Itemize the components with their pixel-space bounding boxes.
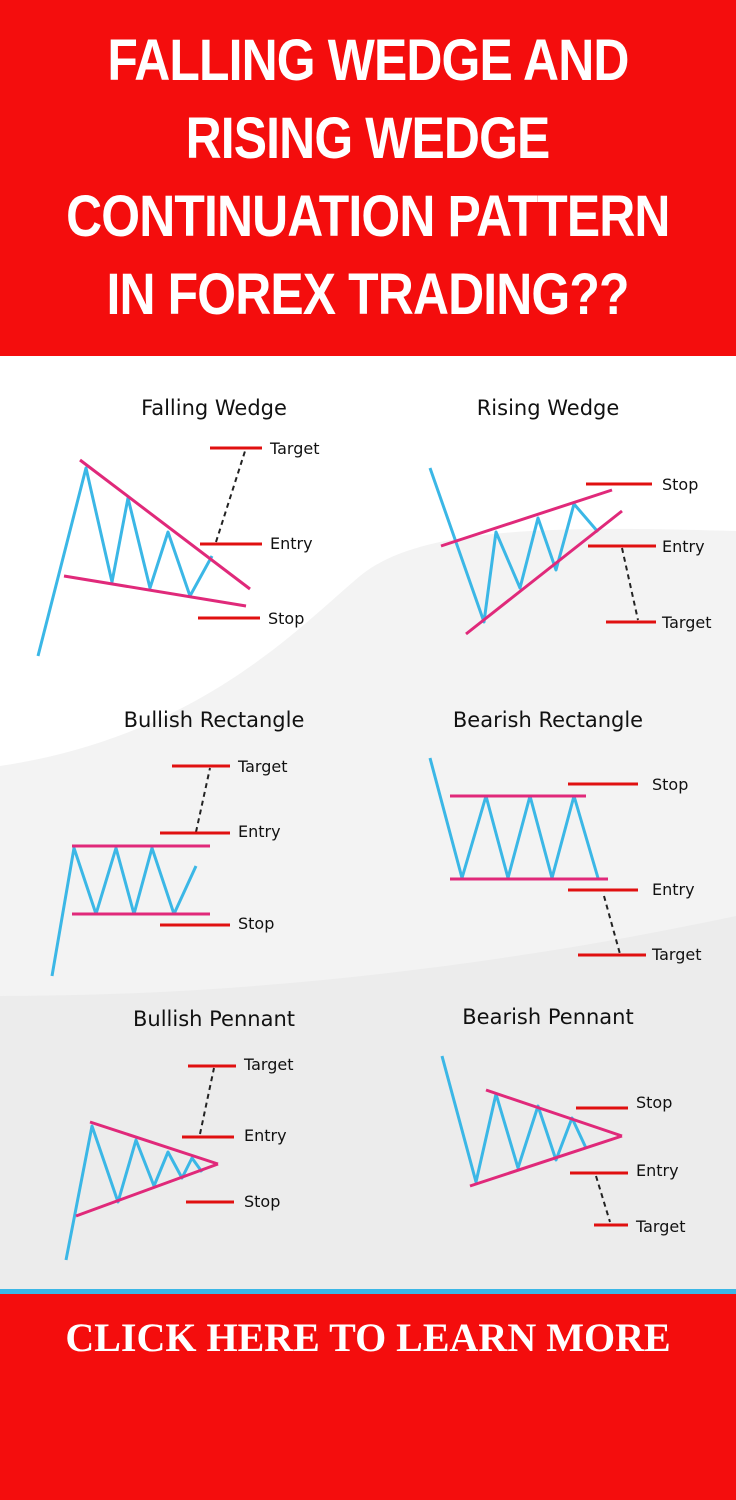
falling-wedge-title: Falling Wedge — [141, 396, 287, 420]
learn-more-button[interactable]: CLICK HERE TO LEARN MORE — [65, 1315, 671, 1360]
bullish-pennant-target-label: Target — [243, 1055, 294, 1074]
bearish-pennant-entry-label: Entry — [636, 1161, 679, 1180]
bearish-rectangle-target-label: Target — [651, 945, 702, 964]
section-divider — [0, 1289, 736, 1294]
background-swoosh-lower — [0, 916, 736, 1291]
bearish-pennant-projection-line — [595, 1175, 611, 1223]
falling-wedge-diagram: Falling Wedge Target Entry Stop — [36, 396, 320, 657]
cta-banner[interactable]: CLICK HERE TO LEARN MORE — [0, 1294, 736, 1500]
patterns-svg: Falling Wedge Target Entry Stop Rising W… — [0, 396, 736, 1291]
rising-wedge-lower-trendline — [465, 509, 623, 636]
falling-wedge-lower-trendline — [63, 574, 247, 608]
bearish-rectangle-price-line — [428, 757, 600, 880]
bullish-rectangle-stop-label: Stop — [238, 914, 274, 933]
falling-wedge-projection-line — [215, 447, 247, 543]
bullish-rectangle-target-label: Target — [237, 757, 288, 776]
rising-wedge-title: Rising Wedge — [477, 396, 620, 420]
bearish-pennant-price-line — [440, 1055, 588, 1184]
bullish-rectangle-diagram: Bullish Rectangle Target Entry Stop — [50, 708, 305, 977]
bearish-rectangle-diagram: Bearish Rectangle Stop Entry Target — [428, 708, 702, 964]
bullish-pennant-entry-label: Entry — [244, 1126, 287, 1145]
rising-wedge-projection-line — [621, 547, 639, 621]
bearish-rectangle-entry-label: Entry — [652, 880, 695, 899]
bullish-pennant-lower-trendline — [75, 1162, 219, 1218]
rising-wedge-stop-label: Stop — [662, 475, 698, 494]
headline-line-3: CONTINUATION PATTERN — [66, 184, 670, 249]
falling-wedge-price-line — [36, 466, 214, 657]
bearish-pennant-target-label: Target — [635, 1217, 686, 1236]
bearish-pennant-stop-label: Stop — [636, 1093, 672, 1112]
bearish-pennant-upper-trendline — [485, 1088, 623, 1138]
headline-line-2: RISING WEDGE — [186, 106, 551, 171]
falling-wedge-entry-label: Entry — [270, 534, 313, 553]
bullish-pennant-title: Bullish Pennant — [133, 1007, 295, 1031]
bullish-pennant-projection-line — [199, 1067, 215, 1135]
bearish-pennant-title: Bearish Pennant — [462, 1005, 633, 1029]
rising-wedge-price-line — [428, 467, 600, 624]
bearish-rectangle-stop-label: Stop — [652, 775, 688, 794]
rising-wedge-diagram: Rising Wedge Stop Entry Target — [428, 396, 712, 636]
bullish-rectangle-projection-line — [195, 767, 211, 833]
bullish-pennant-upper-trendline — [89, 1120, 219, 1166]
bullish-rectangle-title: Bullish Rectangle — [124, 708, 305, 732]
bearish-pennant-diagram: Bearish Pennant Stop Entry Target — [440, 1005, 686, 1236]
patterns-diagram: Falling Wedge Target Entry Stop Rising W… — [0, 356, 736, 1291]
rising-wedge-upper-trendline — [440, 488, 613, 548]
bullish-rectangle-entry-label: Entry — [238, 822, 281, 841]
falling-wedge-target-label: Target — [269, 439, 320, 458]
headline-line-4: IN FOREX TRADING?? — [106, 262, 630, 327]
bullish-rectangle-price-line — [50, 846, 198, 977]
bullish-pennant-stop-label: Stop — [244, 1192, 280, 1211]
falling-wedge-upper-trendline — [79, 458, 251, 591]
bullish-pennant-diagram: Bullish Pennant Target Entry Stop — [64, 1007, 295, 1261]
bearish-rectangle-title: Bearish Rectangle — [453, 708, 643, 732]
headline-line-1: FALLING WEDGE AND — [107, 28, 629, 93]
rising-wedge-target-label: Target — [661, 613, 712, 632]
falling-wedge-stop-label: Stop — [268, 609, 304, 628]
bearish-rectangle-projection-line — [603, 895, 621, 955]
bearish-pennant-lower-trendline — [469, 1134, 623, 1188]
rising-wedge-entry-label: Entry — [662, 537, 705, 556]
headline-banner: FALLING WEDGE AND RISING WEDGE CONTINUAT… — [0, 0, 736, 356]
